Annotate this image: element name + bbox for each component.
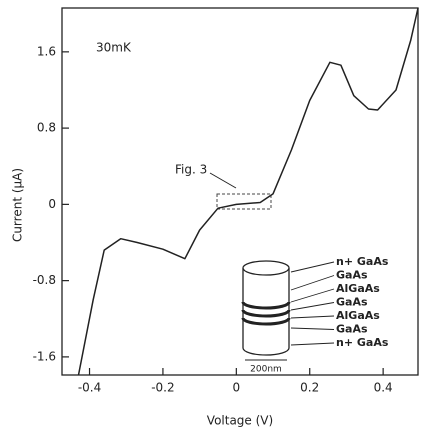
x-tick-label: 0.4 (374, 381, 393, 395)
device-inset: 200nm n+ GaAsGaAsAlGaAsGaAsAlGaAsGaAsn+ … (241, 255, 389, 375)
x-tick-label: 0 (233, 381, 241, 395)
layer-leader (290, 302, 335, 311)
layer-band (241, 301, 291, 310)
y-tick-label: 0.8 (37, 121, 56, 135)
x-tick-label: -0.4 (78, 381, 101, 395)
layer-leader (290, 288, 335, 303)
fig-reference: Fig. 3 (175, 163, 207, 177)
cylinder-body (242, 268, 290, 356)
layer-label: n+ GaAs (336, 336, 389, 349)
x-tick-label: 0.2 (300, 381, 319, 395)
layer-leader (290, 315, 335, 319)
layer-leader (290, 261, 335, 273)
zoom-box (216, 193, 272, 210)
layer-leader (290, 327, 335, 330)
layer-band (241, 309, 291, 318)
y-tick-label: 0 (48, 197, 56, 211)
temperature-label: 30mK (96, 41, 132, 55)
layer-label: AlGaAs (336, 282, 380, 295)
x-tick-label: -0.2 (151, 381, 174, 395)
layer-label: GaAs (336, 323, 368, 336)
plot-frame (61, 7, 419, 376)
layer-label: n+ GaAs (336, 255, 389, 268)
layer-leader (290, 275, 335, 291)
iv-curve (77, 7, 419, 376)
layer-band (241, 317, 291, 326)
x-axis-title: Voltage (V) (207, 414, 273, 428)
y-tick-label: -0.8 (33, 273, 56, 287)
layer-label: AlGaAs (336, 309, 380, 322)
layer-label: GaAs (336, 296, 368, 309)
y-axis-title: Current (μA) (11, 168, 25, 242)
layer-label: GaAs (336, 269, 368, 282)
fig-pointer (209, 172, 237, 189)
y-tick-label: -1.6 (33, 349, 56, 363)
layer-leader (290, 342, 335, 346)
y-tick-label: 1.6 (37, 44, 56, 58)
cylinder-top (242, 260, 290, 276)
scale-label: 200nm (250, 365, 282, 375)
